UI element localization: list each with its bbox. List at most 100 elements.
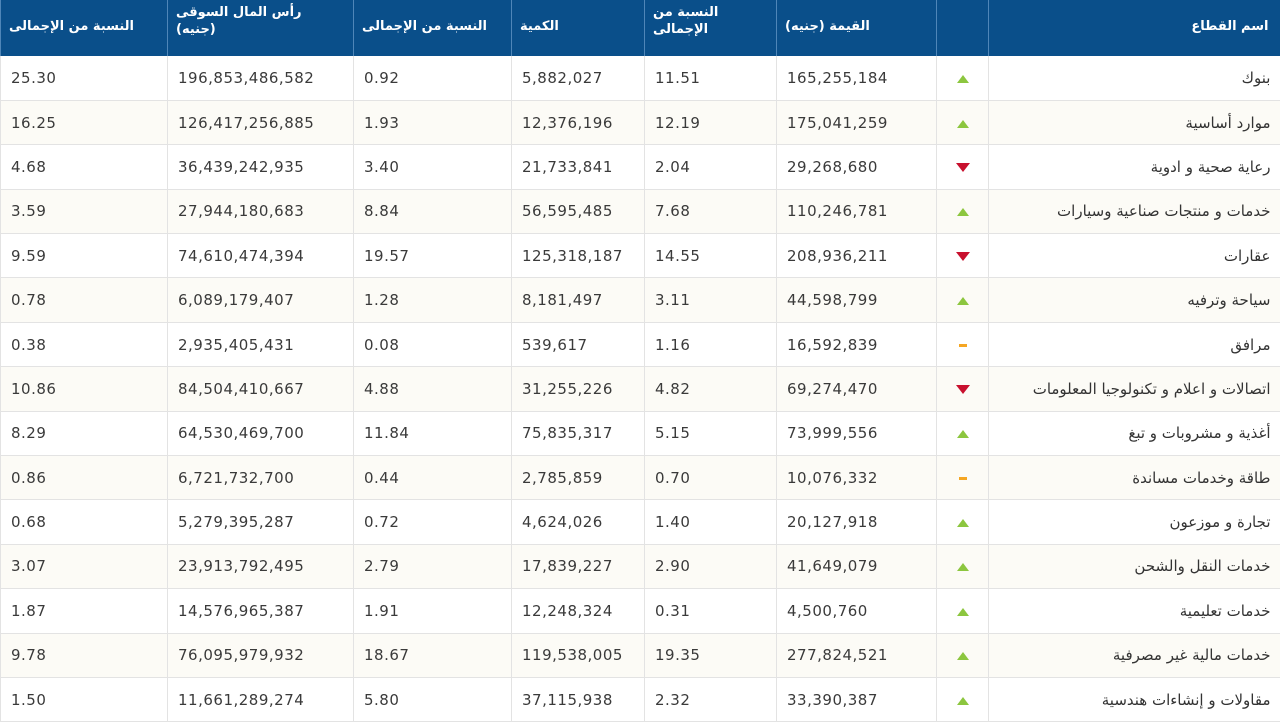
table-row[interactable]: أغذية و مشروبات و تبغ 73,999,556 5.15 75,83… bbox=[0, 411, 1280, 457]
sector-name-cell[interactable]: بنوك bbox=[988, 56, 1280, 101]
value-pct-cell: 2.90 bbox=[644, 544, 777, 590]
table-row[interactable]: موارد أساسية 175,041,259 12.19 12,376,196 1.… bbox=[0, 100, 1280, 146]
sector-name-cell[interactable]: خدمات و منتجات صناعية وسيارات bbox=[988, 189, 1280, 235]
header-market-cap-pct[interactable]: النسبة من الإجمالى bbox=[0, 0, 168, 56]
trend-indicator-cell bbox=[936, 56, 989, 101]
header-value-pct[interactable]: النسبة من الإجمالى bbox=[644, 0, 777, 56]
quantity-cell: 37,115,938 bbox=[511, 677, 645, 723]
quantity-cell: 31,255,226 bbox=[511, 366, 645, 412]
quantity-pct-cell: 1.28 bbox=[353, 277, 512, 323]
value-cell: 10,076,332 bbox=[776, 455, 937, 501]
value-pct-cell: 1.16 bbox=[644, 322, 777, 368]
quantity-cell: 12,248,324 bbox=[511, 588, 645, 634]
value-cell: 110,246,781 bbox=[776, 189, 937, 235]
value-cell: 20,127,918 bbox=[776, 499, 937, 545]
header-market-cap[interactable]: رأس المال السوقى (جنيه) bbox=[167, 0, 354, 56]
table-row[interactable]: طاقة وخدمات مساندة 10,076,332 0.70 2,785,85… bbox=[0, 455, 1280, 501]
table-row[interactable]: خدمات مالية غير مصرفية 277,824,521 19.35 11… bbox=[0, 633, 1280, 678]
value-pct-cell: 7.68 bbox=[644, 189, 777, 235]
table-header: اسم القطاع القيمة (جنيه) النسبة من الإجم… bbox=[0, 0, 1280, 56]
market-cap-pct-cell: 0.78 bbox=[0, 277, 168, 323]
value-cell: 208,936,211 bbox=[776, 233, 937, 279]
quantity-pct-cell: 0.08 bbox=[353, 322, 512, 368]
quantity-cell: 125,318,187 bbox=[511, 233, 645, 279]
market-cap-cell: 84,504,410,667 bbox=[167, 366, 354, 412]
no-change-icon bbox=[958, 343, 967, 347]
value-cell: 4,500,760 bbox=[776, 588, 937, 634]
value-pct-cell: 4.82 bbox=[644, 366, 777, 412]
trend-indicator-cell bbox=[936, 277, 989, 323]
sector-name-cell[interactable]: مقاولات و إنشاءات هندسية bbox=[988, 677, 1280, 723]
header-quantity[interactable]: الكمية bbox=[511, 0, 645, 56]
header-value[interactable]: القيمة (جنيه) bbox=[776, 0, 937, 56]
sector-name-cell[interactable]: عقارات bbox=[988, 233, 1280, 279]
sector-name-cell[interactable]: سياحة وترفيه bbox=[988, 277, 1280, 323]
arrow-down-icon bbox=[955, 162, 970, 172]
market-cap-pct-cell: 4.68 bbox=[0, 144, 168, 190]
quantity-pct-cell: 1.91 bbox=[353, 588, 512, 634]
value-pct-cell: 2.04 bbox=[644, 144, 777, 190]
table-row[interactable]: عقارات 208,936,211 14.55 125,318,187 19.57 74… bbox=[0, 233, 1280, 279]
header-sector-name[interactable]: اسم القطاع bbox=[988, 0, 1280, 56]
table-row[interactable]: مقاولات و إنشاءات هندسية 33,390,387 2.32 37… bbox=[0, 677, 1280, 723]
header-quantity-pct[interactable]: النسبة من الإجمالى bbox=[353, 0, 512, 56]
value-cell: 69,274,470 bbox=[776, 366, 937, 412]
quantity-pct-cell: 0.72 bbox=[353, 499, 512, 545]
table-row[interactable]: بنوك 165,255,184 11.51 5,882,027 0.92 196,853… bbox=[0, 56, 1280, 101]
market-cap-cell: 64,530,469,700 bbox=[167, 411, 354, 457]
sector-name-cell[interactable]: خدمات النقل والشحن bbox=[988, 544, 1280, 590]
market-cap-pct-cell: 10.86 bbox=[0, 366, 168, 412]
sector-name-cell[interactable]: خدمات مالية غير مصرفية bbox=[988, 633, 1280, 678]
sector-name-cell[interactable]: رعاية صحية و ادوية bbox=[988, 144, 1280, 190]
header-indicator bbox=[936, 0, 989, 56]
quantity-pct-cell: 8.84 bbox=[353, 189, 512, 235]
sector-name-cell[interactable]: موارد أساسية bbox=[988, 100, 1280, 146]
table-row[interactable]: رعاية صحية و ادوية 29,268,680 2.04 21,733,8… bbox=[0, 144, 1280, 190]
market-cap-pct-cell: 8.29 bbox=[0, 411, 168, 457]
sector-name-cell[interactable]: أغذية و مشروبات و تبغ bbox=[988, 411, 1280, 457]
market-cap-cell: 196,853,486,582 bbox=[167, 56, 354, 101]
arrow-down-icon bbox=[955, 251, 970, 261]
market-cap-cell: 27,944,180,683 bbox=[167, 189, 354, 235]
value-pct-cell: 1.40 bbox=[644, 499, 777, 545]
arrow-down-icon bbox=[955, 384, 970, 394]
value-cell: 277,824,521 bbox=[776, 633, 937, 678]
trend-indicator-cell bbox=[936, 411, 989, 457]
market-cap-pct-cell: 3.59 bbox=[0, 189, 168, 235]
table-row[interactable]: مرافق 16,592,839 1.16 539,617 0.08 2,935,405,… bbox=[0, 322, 1280, 368]
sector-name-cell[interactable]: طاقة وخدمات مساندة bbox=[988, 455, 1280, 501]
market-cap-pct-cell: 3.07 bbox=[0, 544, 168, 590]
table-row[interactable]: خدمات تعليمية 4,500,760 0.31 12,248,324 1.91… bbox=[0, 588, 1280, 634]
market-cap-pct-cell: 16.25 bbox=[0, 100, 168, 146]
sector-name-cell[interactable]: اتصالات و اعلام و تكنولوجيا المعلومات bbox=[988, 366, 1280, 412]
value-cell: 175,041,259 bbox=[776, 100, 937, 146]
market-cap-pct-cell: 25.30 bbox=[0, 56, 168, 101]
sector-name-cell[interactable]: تجارة و موزعون bbox=[988, 499, 1280, 545]
table-row[interactable]: خدمات و منتجات صناعية وسيارات 110,246,781… bbox=[0, 189, 1280, 235]
no-change-icon bbox=[958, 476, 967, 480]
table-row[interactable]: تجارة و موزعون 20,127,918 1.40 4,624,026 0.7… bbox=[0, 499, 1280, 545]
quantity-pct-cell: 18.67 bbox=[353, 633, 512, 678]
market-cap-pct-cell: 1.87 bbox=[0, 588, 168, 634]
value-pct-cell: 5.15 bbox=[644, 411, 777, 457]
table-row[interactable]: خدمات النقل والشحن 41,649,079 2.90 17,839,2… bbox=[0, 544, 1280, 590]
value-cell: 41,649,079 bbox=[776, 544, 937, 590]
table-row[interactable]: اتصالات و اعلام و تكنولوجيا المعلومات 69,… bbox=[0, 366, 1280, 412]
trend-indicator-cell bbox=[936, 144, 989, 190]
market-cap-cell: 2,935,405,431 bbox=[167, 322, 354, 368]
trend-indicator-cell bbox=[936, 233, 989, 279]
market-cap-pct-cell: 9.78 bbox=[0, 633, 168, 678]
value-cell: 73,999,556 bbox=[776, 411, 937, 457]
value-pct-cell: 12.19 bbox=[644, 100, 777, 146]
table-row[interactable]: سياحة وترفيه 44,598,799 3.11 8,181,497 1.28 6… bbox=[0, 277, 1280, 323]
market-cap-pct-cell: 0.38 bbox=[0, 322, 168, 368]
sector-name-cell[interactable]: مرافق bbox=[988, 322, 1280, 368]
market-cap-cell: 11,661,289,274 bbox=[167, 677, 354, 723]
value-cell: 165,255,184 bbox=[776, 56, 937, 101]
value-cell: 33,390,387 bbox=[776, 677, 937, 723]
arrow-up-icon bbox=[956, 297, 969, 306]
quantity-pct-cell: 1.93 bbox=[353, 100, 512, 146]
sector-name-cell[interactable]: خدمات تعليمية bbox=[988, 588, 1280, 634]
quantity-pct-cell: 2.79 bbox=[353, 544, 512, 590]
